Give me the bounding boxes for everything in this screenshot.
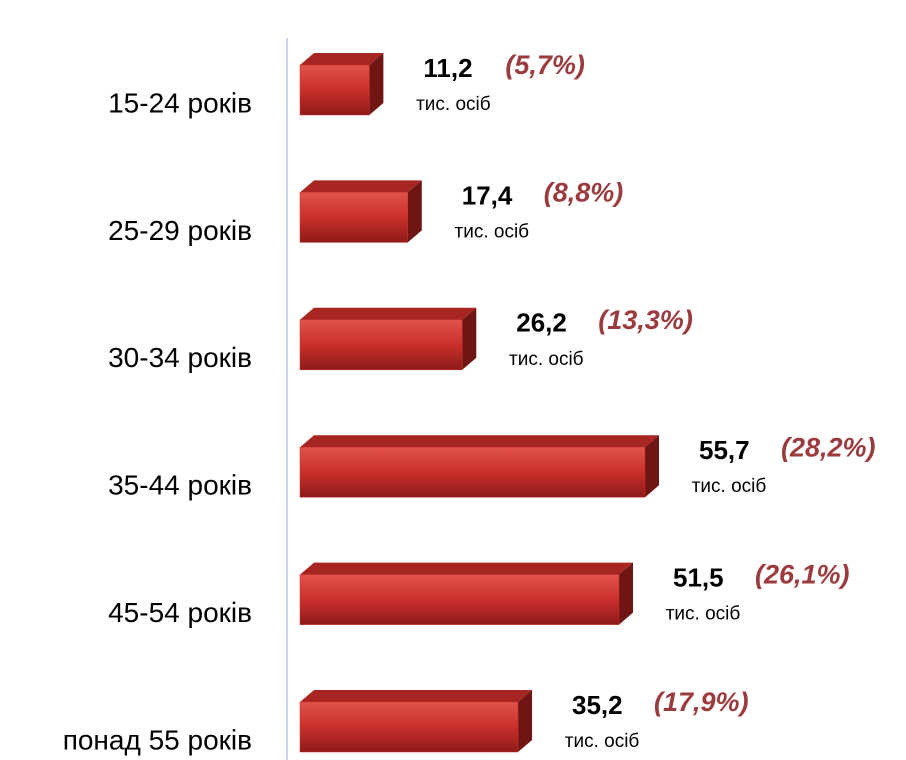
value-label: 35,2 [572, 690, 623, 720]
category-label: 25-29 років [108, 215, 252, 246]
category-label: понад 55 років [63, 724, 252, 755]
unit-label: тис. осіб [666, 604, 741, 625]
value-label: 17,4 [462, 180, 513, 210]
unit-label: тис. осіб [692, 476, 767, 497]
category-label: 45-54 років [108, 597, 252, 628]
bar [299, 192, 409, 243]
bar-side [518, 690, 533, 752]
bar-top [300, 307, 477, 320]
bar-top [300, 690, 533, 702]
value-label: 51,5 [673, 562, 724, 592]
unit-label: тис. осіб [565, 731, 640, 752]
bar-side [618, 562, 633, 625]
bar [299, 701, 519, 753]
bar [299, 319, 463, 371]
bar-side [407, 180, 422, 243]
category-label: 35-44 років [108, 470, 252, 501]
bar-top [300, 562, 633, 575]
share-label: (8,8%) [544, 178, 624, 208]
share-label: (13,3%) [598, 305, 693, 335]
share-label: (28,2%) [781, 432, 876, 462]
category-label: 15-24 років [108, 87, 252, 118]
bar [299, 64, 370, 116]
bar-side [645, 435, 659, 498]
bar [299, 446, 646, 498]
category-label: 30-34 років [108, 342, 252, 373]
bar-top [300, 53, 384, 65]
bar-top [300, 435, 659, 448]
bar-side [462, 307, 477, 370]
unit-label: тис. осіб [455, 221, 530, 242]
bar [299, 574, 620, 625]
share-label: (26,1%) [755, 560, 850, 590]
unit-label: тис. осіб [416, 94, 491, 115]
share-label: (5,7%) [505, 50, 585, 80]
bar-top [300, 180, 422, 193]
unit-label: тис. осіб [509, 349, 584, 370]
value-label: 11,2 [423, 53, 472, 83]
share-label: (17,9%) [654, 687, 749, 717]
value-label: 55,7 [699, 435, 750, 465]
value-label: 26,2 [516, 308, 567, 338]
bar-side [369, 53, 384, 115]
